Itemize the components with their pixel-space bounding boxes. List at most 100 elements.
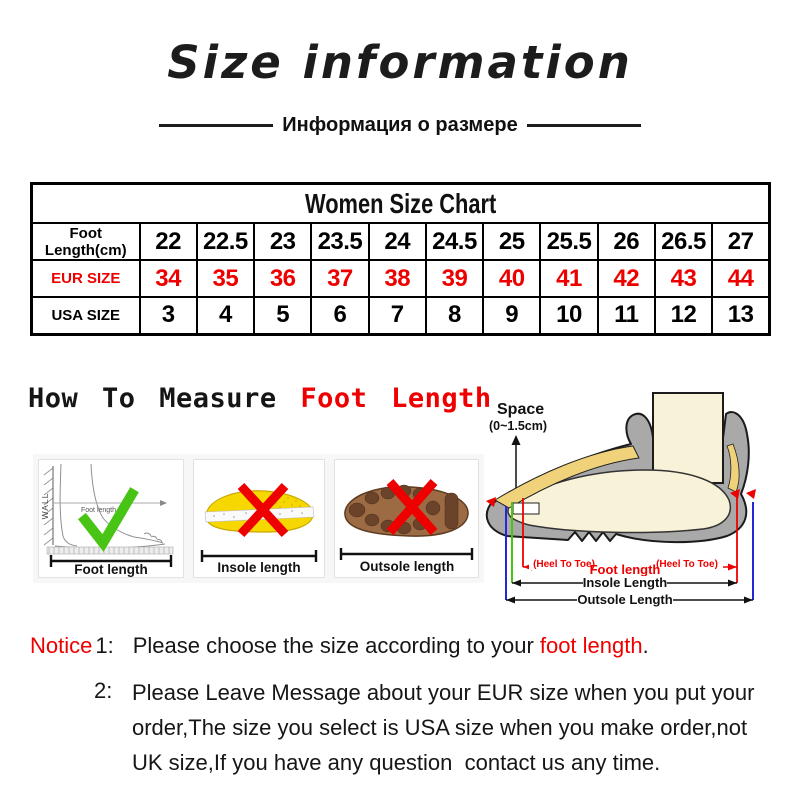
label-patch: [595, 558, 659, 573]
notice-label: Notice: [30, 633, 93, 658]
cross-icon: [237, 482, 289, 538]
outsole-arrow-left: [506, 596, 515, 604]
foot-length-arrow-right: [728, 563, 737, 571]
label-patch: [651, 556, 723, 570]
subtitle: Информация о размере: [0, 114, 800, 137]
space-range-label: (0~1.5cm): [489, 419, 547, 433]
foot-length-label: Foot length: [590, 562, 661, 577]
size-chart-cell: 7: [367, 296, 427, 335]
foot-length-inner-label: Foot length: [81, 507, 116, 514]
size-chart-cell: 25.5: [539, 222, 599, 261]
box-caption: Foot length: [74, 562, 147, 577]
notice-1-text: Please choose the size according to your: [132, 633, 534, 658]
size-chart-cell: 43: [653, 259, 714, 298]
notice-1-highlight: foot length: [539, 633, 643, 658]
size-chart-cell: 23: [253, 222, 313, 261]
notice-1-number: 1:: [95, 633, 114, 658]
size-chart-cell: 41: [539, 259, 599, 298]
wall-hatch: [43, 467, 54, 546]
heel-marker-outer: [746, 489, 756, 499]
outsole-length-illustration: Outsole length: [334, 459, 479, 578]
label-patch: [529, 556, 599, 570]
size-chart-cell: 38: [367, 259, 427, 298]
wall-label: WALL: [40, 493, 50, 520]
insole-length-figure: Insole length: [200, 482, 318, 575]
size-chart-row: EUR SIZE 34 35 36 37 38 39 40 41 42 43 44: [30, 259, 771, 298]
size-chart-cell: 12: [653, 296, 714, 335]
size-chart-cell: 42: [596, 259, 656, 298]
measure-bracket: [200, 550, 318, 562]
notice-item-1: Notice 1: Please choose the size according…: [30, 633, 649, 659]
size-chart-cell: 11: [596, 296, 656, 335]
cross-icon: [386, 479, 438, 535]
notice-2-line: order,The size you select is USA size wh…: [132, 715, 748, 740]
insole-length-illustration: Insole length: [193, 459, 325, 578]
notice-item-2: Please Leave Message about your EUR size…: [132, 678, 754, 783]
size-chart-cell: 27: [711, 222, 771, 261]
label-patch: [577, 593, 673, 607]
subtitle-text: Информация о размере: [282, 114, 518, 136]
size-chart-cell: 44: [711, 259, 771, 298]
heel-lining: [726, 443, 740, 493]
foot-length-figure: WALL Foot length Foot length: [40, 463, 174, 577]
ground-ruler: [46, 546, 174, 555]
size-chart-cell: 40: [482, 259, 542, 298]
insole-arrow-right: [728, 579, 737, 587]
size-chart-cell: 22.5: [195, 222, 256, 261]
size-chart-title: Women Size Chart: [30, 182, 771, 224]
foot-shape: [507, 469, 731, 534]
size-chart-cell: 36: [253, 259, 313, 298]
space-arrow-head: [511, 435, 521, 445]
size-chart-cell: 26.5: [653, 222, 714, 261]
heel-to-toe-left-label: (Heel To Toe): [533, 559, 595, 570]
size-chart-cell: 37: [310, 259, 370, 298]
foot-length-illustration: WALL Foot length Foot length: [38, 459, 184, 578]
size-chart-cell: 5: [253, 296, 313, 335]
notice-2-line: Please Leave Message about your EUR size…: [132, 680, 755, 705]
insole-strip: [494, 445, 640, 509]
size-chart-cell: 24.5: [424, 222, 485, 261]
check-icon: [77, 487, 139, 552]
measure-bracket: [49, 555, 173, 567]
size-chart-cell: 8: [424, 296, 485, 335]
label-patch: [583, 576, 667, 590]
size-chart-cell: 13: [711, 296, 771, 335]
size-chart-cell: 25: [482, 222, 542, 261]
subtitle-right-rule: [526, 124, 641, 127]
boot-diagram-figure: Space (0~1.5cm) (Heel To Toe): [485, 392, 756, 607]
size-chart-cell: 10: [539, 296, 599, 335]
notice-2-line: UK size,If you have any question contact…: [132, 750, 661, 775]
size-chart-row: USA SIZE 3 4 5 6 7 8 9 10 11 12 13: [30, 296, 771, 335]
size-chart-cell: 35: [195, 259, 256, 298]
measure-heading: How To Measure Foot Length: [28, 383, 492, 414]
page-title: Size information: [167, 36, 633, 89]
box-caption: Outsole length: [360, 559, 455, 574]
insole-arrow-left: [512, 579, 521, 587]
heel-to-toe-right-label: (Heel To Toe): [656, 559, 718, 570]
size-chart-cell: 26: [596, 222, 656, 261]
size-chart-cell: 39: [424, 259, 485, 298]
boot-measure-diagram: Space (0~1.5cm) (Heel To Toe): [483, 388, 799, 628]
toe-tab: [512, 502, 540, 515]
size-chart-cell: 9: [482, 296, 542, 335]
size-chart-row: Foot Length(cm) 22 22.5 23 23.5 24 24.5 25 25.5 2…: [30, 222, 771, 261]
box-caption: Insole length: [217, 560, 300, 575]
measure-guide-arrow: [160, 500, 167, 506]
size-chart-cell: 22: [138, 222, 198, 261]
outsole-arrow-right: [744, 596, 753, 604]
leg-shape: [652, 392, 724, 484]
measure-heading-black: How To Measure: [28, 383, 301, 414]
toe-marker: [486, 497, 496, 507]
size-chart-cell: 24: [367, 222, 427, 261]
size-chart-cell: 34: [138, 259, 198, 298]
notice-2-number: 2:: [94, 678, 113, 703]
measure-heading-red: Foot Length: [300, 383, 492, 414]
size-chart-row-label: EUR SIZE: [30, 259, 141, 298]
outsole-length-figure: Outsole length: [339, 479, 474, 574]
size-chart-cell: 6: [310, 296, 370, 335]
outsole-length-label: Outsole Length: [577, 592, 672, 607]
notice-1-period: .: [642, 633, 649, 658]
size-chart-cell: 4: [195, 296, 256, 335]
women-size-chart-table: Women Size Chart Foot Length(cm) 22 22.5 23…: [30, 182, 771, 336]
measure-bracket: [339, 548, 474, 560]
